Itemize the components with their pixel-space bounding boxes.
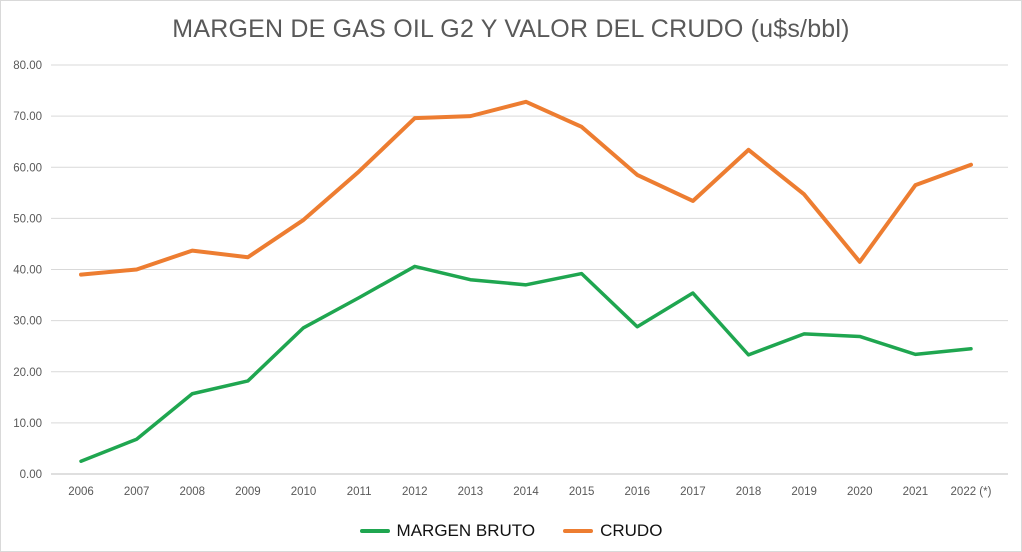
x-axis-tick-label: 2008 (179, 486, 205, 498)
x-axis-tick-label: 2020 (847, 486, 873, 498)
x-axis-tick-label: 2022 (*) (951, 486, 992, 498)
chart-legend: MARGEN BRUTO CRUDO (1, 521, 1021, 541)
y-axis-tick-label: 60.00 (13, 162, 42, 174)
legend-line-swatch-crudo (563, 529, 594, 533)
x-axis-tick-label: 2009 (235, 486, 261, 498)
y-axis-tick-label: 70.00 (13, 111, 42, 123)
x-axis-tick-label: 2015 (569, 486, 595, 498)
series-line-margen-bruto (79, 264, 973, 463)
x-axis-tick-label: 2013 (458, 486, 484, 498)
y-axis-tick-label: 20.00 (13, 367, 42, 379)
x-axis-tick-label: 2010 (291, 486, 317, 498)
x-axis-tick-label: 2017 (680, 486, 706, 498)
y-axis-tick-label: 50.00 (13, 213, 42, 225)
x-axis-tick-label: 2019 (791, 486, 817, 498)
x-axis-tick-label: 2018 (736, 486, 762, 498)
legend-item-margen-bruto[interactable]: MARGEN BRUTO (359, 521, 536, 541)
legend-item-crudo[interactable]: CRUDO (563, 521, 662, 541)
x-axis-tick-label: 2011 (347, 486, 372, 498)
chart-title: MARGEN DE GAS OIL G2 Y VALOR DEL CRUDO (… (172, 15, 850, 43)
legend-label-crudo: CRUDO (600, 521, 663, 540)
x-axis-tick-label: 2012 (402, 486, 428, 498)
y-axis-tick-label: 40.00 (13, 265, 42, 277)
y-axis-tick-label: 0.00 (20, 469, 42, 481)
x-axis-tick-label: 2021 (903, 486, 929, 498)
x-axis-tick-label: 2016 (624, 486, 650, 498)
x-axis-tick-label: 2014 (513, 486, 539, 498)
series-line-crudo (79, 99, 973, 277)
legend-label-margen-bruto: MARGEN BRUTO (396, 521, 536, 540)
y-axis-tick-label: 30.00 (13, 316, 42, 328)
y-axis-tick-label: 80.00 (13, 60, 42, 72)
x-axis-tick-label: 2007 (124, 486, 150, 498)
y-axis-tick-label: 10.00 (13, 418, 42, 430)
x-axis-tick-label: 2006 (68, 486, 94, 498)
legend-line-swatch-margen-bruto (359, 529, 390, 533)
